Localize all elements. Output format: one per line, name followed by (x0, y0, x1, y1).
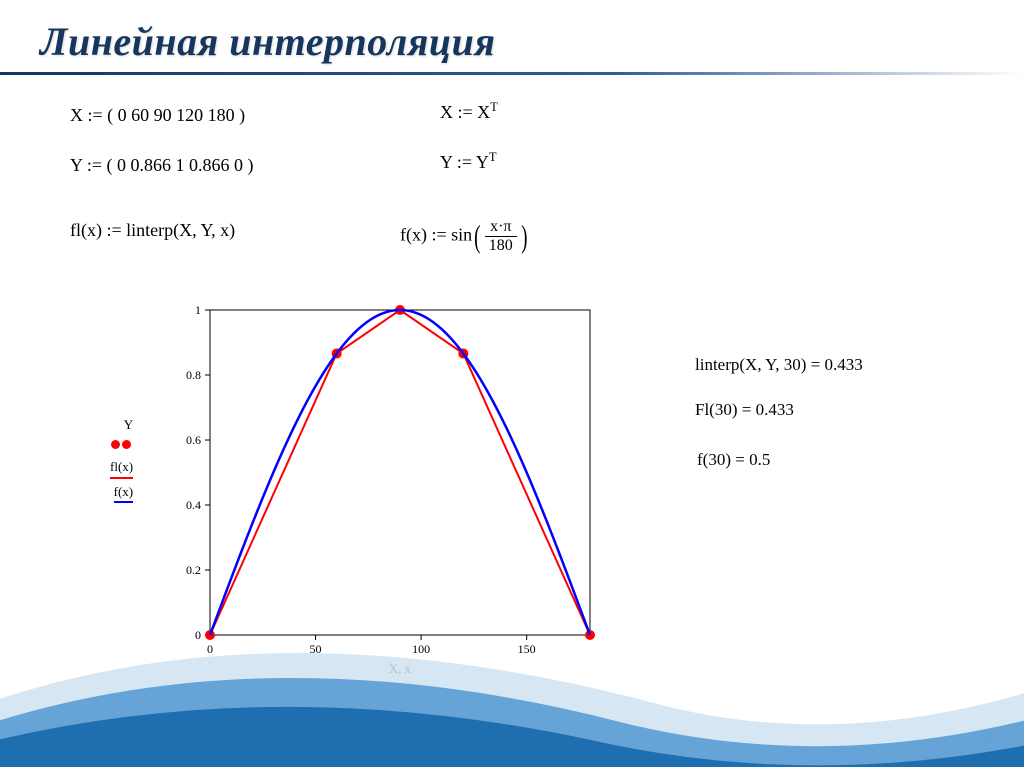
formula-fl-def: fl(x) := linterp(X, Y, x) (70, 220, 235, 241)
legend-y: Y (110, 415, 133, 454)
svg-text:X, x: X, x (389, 661, 412, 676)
svg-text:0.6: 0.6 (186, 433, 201, 447)
superscript-t1: T (490, 100, 498, 114)
fraction: x·π180 (485, 218, 517, 255)
page-number: 9 (985, 731, 994, 749)
formula-x-trans-text: X := X (440, 102, 490, 122)
fraction-numerator: x·π (485, 218, 517, 237)
superscript-t2: T (489, 150, 497, 164)
svg-text:1: 1 (195, 303, 201, 317)
slide: Линейная интерполяция X := ( 0 60 90 120… (0, 0, 1024, 767)
result-fl: Fl(30) = 0.433 (695, 400, 794, 420)
legend-f-label: f(x) (114, 482, 134, 504)
title-underline (0, 72, 1024, 75)
formula-x-def: X := ( 0 60 90 120 180 ) (70, 105, 245, 126)
formula-y-def: Y := ( 0 0.866 1 0.866 0 ) (70, 155, 253, 176)
chart-svg: 0 0.2 0.4 0.6 0.8 1 0 50 100 150 X, x (160, 300, 600, 680)
right-paren-icon: ) (521, 218, 527, 255)
legend-y-label: Y (124, 417, 133, 432)
legend-dot-icon (122, 440, 131, 449)
result-linterp: linterp(X, Y, 30) = 0.433 (695, 355, 863, 375)
fraction-denominator: 180 (485, 237, 517, 255)
legend-fl-label: fl(x) (110, 457, 133, 479)
formula-y-trans-text: Y := Y (440, 152, 489, 172)
svg-text:0.8: 0.8 (186, 368, 201, 382)
svg-text:0: 0 (195, 628, 201, 642)
legend-dot-icon (111, 440, 120, 449)
svg-text:50: 50 (310, 642, 322, 656)
result-f: f(30) = 0.5 (697, 450, 770, 470)
legend-f: f(x) (110, 482, 133, 504)
left-paren-icon: ( (474, 218, 480, 255)
formula-f-def: f(x) := sin(x·π180) (400, 218, 529, 255)
formula-y-trans: Y := YT (440, 150, 497, 173)
formula-f-def-prefix: f(x) := sin (400, 225, 472, 245)
chart-legend: Y fl(x) f(x) (110, 415, 133, 506)
svg-text:150: 150 (518, 642, 536, 656)
svg-text:0: 0 (207, 642, 213, 656)
legend-fl: fl(x) (110, 457, 133, 479)
svg-text:0.4: 0.4 (186, 498, 201, 512)
svg-text:0.2: 0.2 (186, 563, 201, 577)
chart: 0 0.2 0.4 0.6 0.8 1 0 50 100 150 X, x (160, 300, 600, 685)
formula-x-trans: X := XT (440, 100, 498, 123)
svg-text:100: 100 (412, 642, 430, 656)
slide-title: Линейная интерполяция (40, 18, 495, 65)
